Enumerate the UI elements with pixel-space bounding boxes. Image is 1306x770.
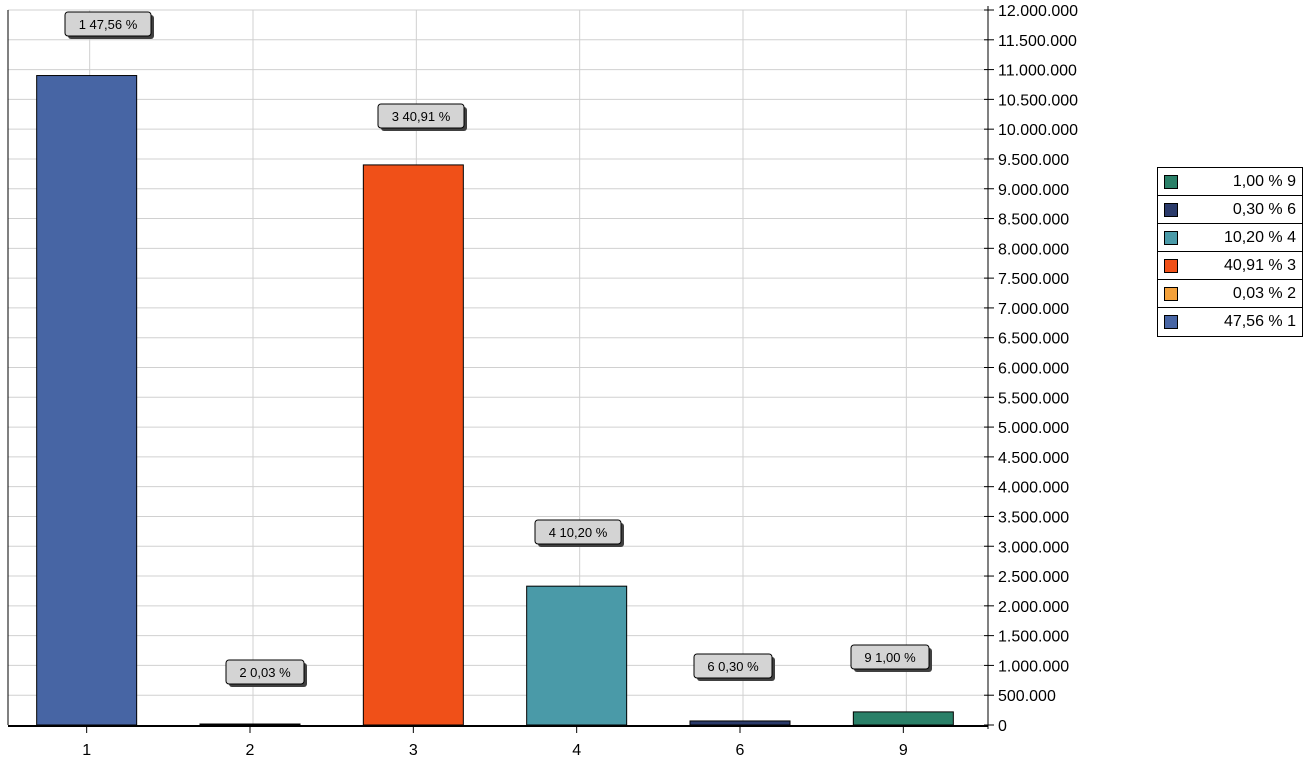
y-tick-label: 7.500.000: [998, 271, 1069, 288]
bar-3: [362, 164, 464, 726]
legend-label: 47,56 % 1: [1223, 313, 1296, 330]
x-tick-label: 6: [736, 742, 745, 759]
data-label-9: 9 1,00 %: [850, 644, 932, 672]
legend-label: 40,91 % 3: [1223, 256, 1296, 274]
bar-1: [36, 75, 138, 726]
bar-6: [689, 720, 791, 726]
bars: [36, 75, 954, 726]
legend-label: 10,20 % 4: [1223, 228, 1296, 246]
data-label-text: 9 1,00 %: [864, 650, 916, 665]
legend-swatch: [1164, 286, 1178, 301]
data-label-text: 6 0,30 %: [707, 659, 759, 674]
legend-swatch: [1164, 174, 1178, 189]
data-label-1: 1 47,56 %: [64, 11, 154, 39]
data-label-box: [64, 11, 152, 37]
data-label-2: 2 0,03 %: [225, 659, 307, 687]
bar-2: [199, 723, 301, 726]
bar-4: [526, 585, 628, 726]
y-tick-label: 3.000.000: [998, 539, 1069, 556]
legend: 1,00 % 9 0,30 % 6 10,20 % 4 40,91 % 3 0,03 %…: [1157, 167, 1303, 337]
y-tick-label: 12.000.000: [998, 3, 1078, 20]
data-label-box: [377, 103, 465, 129]
y-tick-label: 9.000.000: [998, 182, 1069, 199]
gridlines: [8, 9, 988, 725]
y-tick-label: 6.500.000: [998, 331, 1069, 348]
legend-swatch: [1164, 202, 1178, 217]
y-tick-label: 11.000.000: [998, 63, 1077, 80]
legend-item: 1,00 % 9: [1158, 168, 1302, 196]
y-tick-label: 2.500.000: [998, 569, 1069, 586]
x-tick-label: 2: [246, 742, 255, 759]
y-tick-label: 1.000.000: [998, 658, 1069, 675]
y-tick-label: 11.500.000: [998, 33, 1077, 50]
y-tick-label: 10.500.000: [998, 92, 1078, 109]
y-tick-label: 0: [998, 718, 1007, 735]
data-label-text: 3 40,91 %: [392, 109, 451, 124]
legend-label: 0,30 % 6: [1232, 200, 1296, 218]
y-tick-label: 500.000: [998, 688, 1056, 705]
data-label-text: 1 47,56 %: [79, 17, 138, 32]
data-label-box: [850, 644, 930, 670]
y-tick-label: 4.000.000: [998, 480, 1069, 497]
y-tick-label: 3.500.000: [998, 509, 1069, 526]
y-tick-label: 2.000.000: [998, 599, 1069, 616]
y-tick-label: 5.500.000: [998, 390, 1069, 407]
y-tick-label: 8.000.000: [998, 241, 1069, 258]
y-tick-label: 9.500.000: [998, 152, 1069, 169]
data-label-text: 4 10,20 %: [549, 525, 608, 540]
y-tick-label: 6.000.000: [998, 361, 1069, 378]
legend-swatch: [1164, 258, 1178, 273]
axes: 1 2 3 4 6 9 0 500.000 1.000.000 1.500.000 2.000.00…: [7, 3, 1078, 759]
legend-item: 10,20 % 4: [1158, 224, 1302, 252]
y-tick-label: 4.500.000: [998, 450, 1069, 467]
data-label-box: [225, 659, 305, 685]
legend-label: 0,03 % 2: [1232, 284, 1296, 302]
data-label-3: 3 40,91 %: [377, 103, 467, 131]
y-tick-label: 8.500.000: [998, 212, 1069, 229]
data-label-box: [693, 653, 773, 679]
y-tick-label: 5.000.000: [998, 420, 1069, 437]
x-tick-label: 9: [899, 742, 908, 759]
x-tick-label: 1: [82, 742, 91, 759]
y-tick-label: 7.000.000: [998, 301, 1069, 318]
data-labels: 1 47,56 % 2 0,03 % 3 40,91 % 4 10,20 % 6 0,3…: [64, 11, 932, 687]
legend-label: 1,00 % 9: [1232, 172, 1296, 190]
bar-9: [852, 711, 954, 726]
legend-swatch: [1164, 315, 1178, 329]
y-tick-label: 1.500.000: [998, 629, 1069, 646]
legend-swatch: [1164, 230, 1178, 245]
data-label-4: 4 10,20 %: [534, 519, 624, 547]
data-label-box: [534, 519, 622, 545]
y-tick-label: 10.000.000: [998, 122, 1078, 139]
legend-item: 0,30 % 6: [1158, 196, 1302, 224]
legend-item: 0,03 % 2: [1158, 280, 1302, 308]
data-label-6: 6 0,30 %: [693, 653, 775, 681]
legend-item: 47,56 % 1: [1158, 308, 1302, 336]
x-tick-label: 4: [572, 742, 581, 759]
x-tick-label: 3: [409, 742, 418, 759]
data-label-text: 2 0,03 %: [239, 665, 291, 680]
legend-item: 40,91 % 3: [1158, 252, 1302, 280]
